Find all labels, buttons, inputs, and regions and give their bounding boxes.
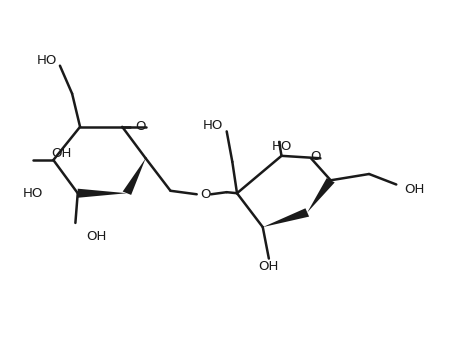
Text: OH: OH <box>259 260 279 273</box>
Text: HO: HO <box>37 54 57 67</box>
Text: OH: OH <box>86 230 107 244</box>
Text: O: O <box>310 150 321 163</box>
Text: HO: HO <box>22 187 43 200</box>
Polygon shape <box>78 189 127 198</box>
Polygon shape <box>307 178 335 212</box>
Text: OH: OH <box>52 147 72 160</box>
Text: OH: OH <box>405 183 425 196</box>
Text: O: O <box>200 188 210 201</box>
Polygon shape <box>263 208 309 227</box>
Text: HO: HO <box>272 140 292 153</box>
Text: O: O <box>135 120 146 133</box>
Polygon shape <box>123 158 146 195</box>
Text: HO: HO <box>202 119 223 132</box>
